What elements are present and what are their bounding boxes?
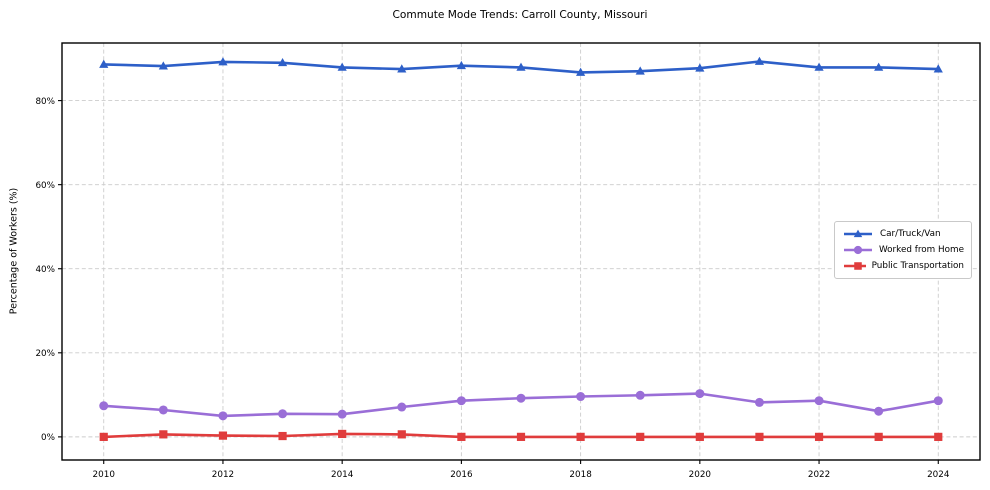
x-tick-label: 2012 [212,470,234,480]
circle-marker [158,405,168,415]
circle-legend-marker-icon [844,245,872,255]
square-marker [338,429,347,439]
square-marker [636,432,645,441]
triangle-marker [576,67,586,76]
y-tick-label: 0% [41,433,55,443]
x-tick-label: 2020 [689,470,712,480]
square-marker [934,432,943,441]
circle-marker [635,390,645,400]
square-marker [99,432,108,441]
square-marker [397,430,406,439]
y-tick-label: 60% [35,181,55,191]
triangle-marker [158,61,168,70]
triangle-marker [277,57,288,67]
triangle-marker [337,62,347,71]
triangle-legend-marker-icon [844,229,872,238]
y-tick-label: 40% [35,265,55,275]
circle-marker [933,396,943,406]
x-tick-label: 2022 [808,470,830,480]
triangle-marker [456,60,466,70]
triangle-marker [695,63,705,72]
circle-marker [337,409,347,419]
circle-marker [695,389,705,399]
circle-marker [397,402,407,412]
square-marker [755,432,764,441]
circle-marker [576,392,586,402]
x-tick-label: 2010 [93,470,116,480]
series-worked-from-home [99,389,943,421]
square-marker [854,262,862,270]
chart-title: Commute Mode Trends: Carroll County, Mis… [392,9,648,21]
triangle-marker [218,57,228,66]
circle-marker [754,397,764,407]
triangle-marker [814,62,824,71]
circle-marker [853,245,863,255]
axes-spine [61,42,981,461]
legend-label-public-transportation: Public Transportation [871,261,964,271]
square-marker [159,430,168,439]
square-marker [814,432,824,441]
legend-label-worked-from-home: Worked from Home [878,245,964,255]
triangle-marker [754,56,765,65]
legend-item-car-truck-van: Car/Truck/Van [842,227,964,241]
triangle-marker [874,62,884,71]
x-tick-label: 2014 [331,470,354,480]
legend-label-car-truck-van: Car/Truck/Van [880,229,941,239]
circle-marker [874,406,884,416]
square-marker [218,431,228,440]
square-legend-marker-icon [844,262,866,270]
x-tick-label: 2016 [450,470,473,480]
legend: Car/Truck/Van Worked from Home Public Tran… [834,221,972,279]
series-public-transportation [99,429,943,441]
square-marker [874,432,883,441]
square-marker [695,432,704,441]
triangle-marker [853,229,863,238]
series-car-truck-van [99,56,943,76]
triangle-marker [397,64,407,73]
square-marker [278,431,287,441]
circle-marker [99,401,109,411]
y-tick-label: 80% [35,97,55,107]
circle-marker [218,411,228,421]
circle-marker [516,393,526,403]
legend-item-worked-from-home: Worked from Home [842,243,964,257]
triangle-marker [635,66,645,75]
triangle-marker [933,64,943,73]
triangle-marker [99,59,109,68]
square-marker [457,432,466,441]
circle-marker [814,396,824,406]
circle-marker [456,396,466,406]
legend-item-public-transportation: Public Transportation [842,259,964,273]
triangle-marker [516,62,526,71]
circle-marker [278,409,288,419]
x-tick-label: 2018 [569,470,591,480]
square-marker [516,432,526,441]
y-tick-label: 20% [35,349,55,359]
x-tick-label: 2024 [927,470,950,480]
square-marker [576,432,585,441]
